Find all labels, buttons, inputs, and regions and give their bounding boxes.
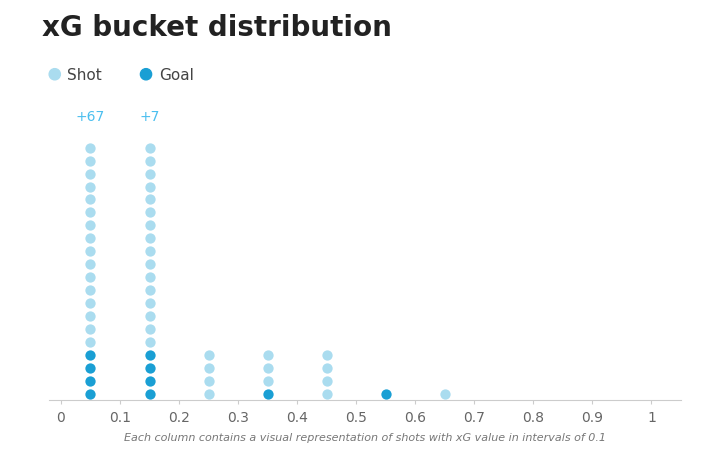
Point — [85, 390, 96, 398]
Point — [262, 390, 273, 398]
Point — [144, 313, 155, 320]
Point — [144, 235, 155, 243]
Point — [144, 339, 155, 346]
Point — [144, 209, 155, 217]
Point — [85, 377, 96, 384]
Point — [85, 300, 96, 307]
Point — [144, 274, 155, 281]
Point — [203, 352, 214, 359]
Point — [144, 326, 155, 333]
Point — [85, 171, 96, 178]
Point — [144, 183, 155, 191]
Point — [85, 157, 96, 165]
Point — [262, 352, 273, 359]
Point — [85, 364, 96, 372]
Point — [144, 352, 155, 359]
Point — [85, 274, 96, 281]
Point — [321, 377, 332, 384]
Text: Goal: Goal — [159, 68, 194, 82]
Point — [144, 377, 155, 384]
Point — [144, 157, 155, 165]
Point — [144, 390, 155, 398]
Point — [144, 287, 155, 294]
Point — [321, 390, 332, 398]
Point — [144, 145, 155, 152]
Point — [85, 197, 96, 204]
Point — [144, 300, 155, 307]
Point — [85, 339, 96, 346]
Point — [321, 352, 332, 359]
X-axis label: Each column contains a visual representation of shots with xG value in intervals: Each column contains a visual representa… — [124, 432, 606, 442]
Point — [144, 261, 155, 268]
Point — [144, 364, 155, 372]
Point — [85, 209, 96, 217]
Point — [262, 377, 273, 384]
Text: xG bucket distribution: xG bucket distribution — [42, 14, 392, 41]
Point — [144, 171, 155, 178]
Point — [85, 145, 96, 152]
Point — [85, 313, 96, 320]
Point — [262, 364, 273, 372]
Text: +67: +67 — [76, 109, 105, 123]
Point — [85, 352, 96, 359]
Point — [203, 364, 214, 372]
Point — [85, 183, 96, 191]
Point — [203, 377, 214, 384]
Point — [85, 222, 96, 229]
Point — [380, 390, 391, 398]
Point — [85, 287, 96, 294]
Point — [144, 248, 155, 255]
Point — [439, 390, 451, 398]
Point — [85, 235, 96, 243]
Point — [85, 248, 96, 255]
Text: +7: +7 — [139, 109, 160, 123]
Point — [144, 197, 155, 204]
Point — [144, 222, 155, 229]
Point — [203, 390, 214, 398]
Point — [85, 326, 96, 333]
Point — [85, 261, 96, 268]
Point — [321, 364, 332, 372]
Text: Shot: Shot — [67, 68, 102, 82]
